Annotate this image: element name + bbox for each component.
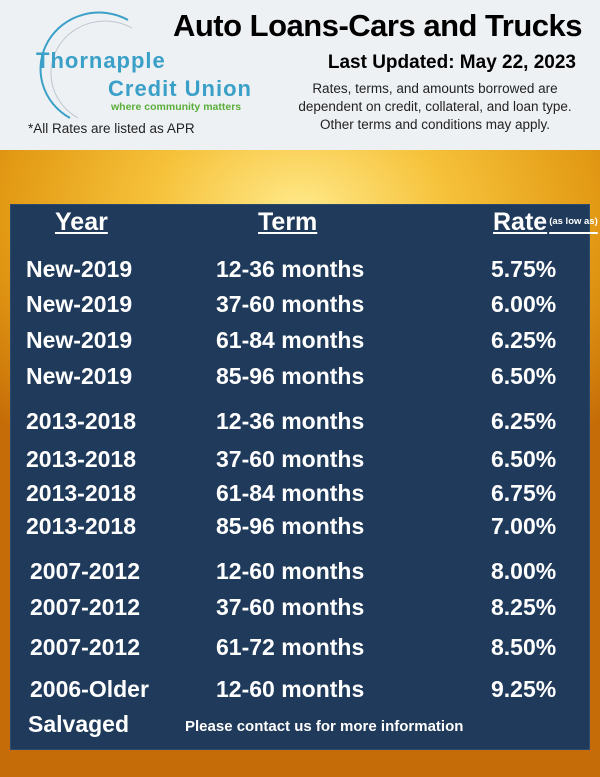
page-title: Auto Loans-Cars and Trucks xyxy=(173,8,582,44)
row-term: 85-96 months xyxy=(216,513,364,540)
rate-header: Rate (as low as) xyxy=(493,208,598,237)
apr-note: *All Rates are listed as APR xyxy=(28,121,195,136)
row-rate: 8.25% xyxy=(491,594,556,621)
last-updated: Last Updated: May 22, 2023 xyxy=(328,52,576,74)
row-year: New-2019 xyxy=(26,363,132,390)
row-rate: 6.25% xyxy=(491,327,556,354)
row-term: 61-72 months xyxy=(216,634,364,661)
salvaged-label: Salvaged xyxy=(28,711,129,738)
row-term: 61-84 months xyxy=(216,480,364,507)
row-rate: 6.50% xyxy=(491,363,556,390)
row-year: 2013-2018 xyxy=(26,408,136,435)
year-header: Year xyxy=(55,208,108,237)
row-rate: 8.50% xyxy=(491,634,556,661)
row-term: 37-60 months xyxy=(216,291,364,318)
rate-header-note: (as low as) xyxy=(549,216,598,227)
row-term: 37-60 months xyxy=(216,446,364,473)
row-year: 2013-2018 xyxy=(26,513,136,540)
row-term: 12-36 months xyxy=(216,256,364,283)
row-year: 2013-2018 xyxy=(26,446,136,473)
disclaimer: Rates, terms, and amounts borrowed are d… xyxy=(290,80,580,134)
row-rate: 5.75% xyxy=(491,256,556,283)
row-term: 12-60 months xyxy=(216,558,364,585)
logo-tagline: where community matters xyxy=(111,101,241,113)
row-rate: 6.00% xyxy=(491,291,556,318)
row-rate: 8.00% xyxy=(491,558,556,585)
rate-header-label: Rate xyxy=(493,208,547,236)
row-rate: 9.25% xyxy=(491,676,556,703)
row-rate: 6.25% xyxy=(491,408,556,435)
row-year: 2007-2012 xyxy=(30,634,140,661)
logo-name-line1: Thornapple xyxy=(36,48,166,74)
row-year: 2013-2018 xyxy=(26,480,136,507)
row-term: 37-60 months xyxy=(216,594,364,621)
salvaged-contact-note: Please contact us for more information xyxy=(185,718,463,735)
row-rate: 6.75% xyxy=(491,480,556,507)
row-rate: 6.50% xyxy=(491,446,556,473)
rates-table-panel xyxy=(10,204,590,750)
row-year: New-2019 xyxy=(26,256,132,283)
row-term: 61-84 months xyxy=(216,327,364,354)
header: Thornapple Credit Union where community … xyxy=(0,0,600,150)
row-term: 12-36 months xyxy=(216,408,364,435)
row-term: 85-96 months xyxy=(216,363,364,390)
row-year: 2006-Older xyxy=(30,676,149,703)
logo-name-line2: Credit Union xyxy=(108,76,252,102)
row-rate: 7.00% xyxy=(491,513,556,540)
row-year: 2007-2012 xyxy=(30,594,140,621)
term-header: Term xyxy=(258,208,317,237)
row-year: 2007-2012 xyxy=(30,558,140,585)
row-term: 12-60 months xyxy=(216,676,364,703)
row-year: New-2019 xyxy=(26,291,132,318)
row-year: New-2019 xyxy=(26,327,132,354)
